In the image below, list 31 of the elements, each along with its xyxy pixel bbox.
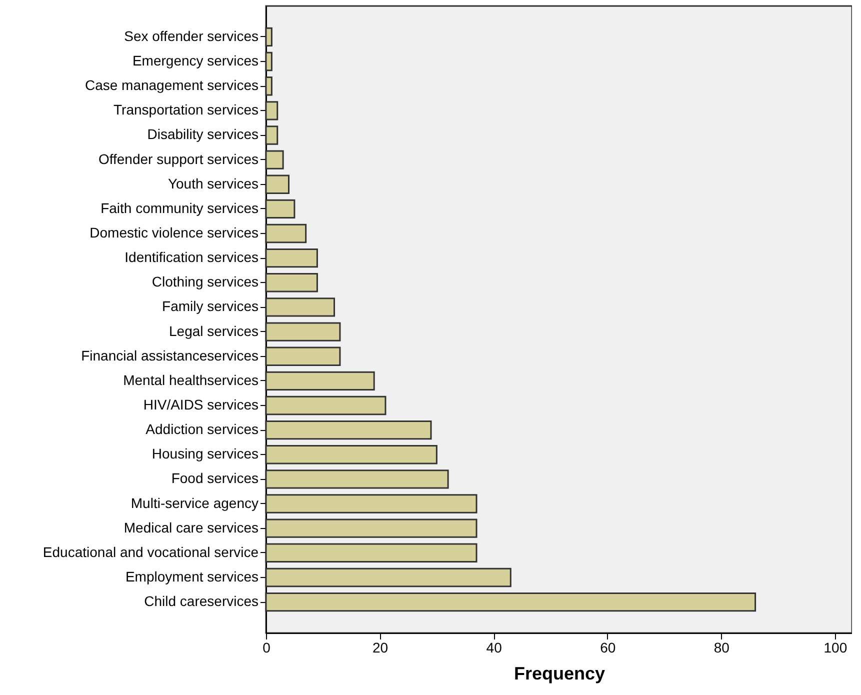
x-tick-label: 0	[262, 640, 271, 656]
y-tick-label: Disability services	[147, 126, 258, 142]
x-tick-label: 100	[824, 640, 848, 656]
x-tick-label: 40	[486, 640, 502, 656]
y-tick-label: Sex offender services	[124, 28, 258, 44]
y-tick-label: Educational and vocational service	[42, 544, 259, 560]
y-tick-label: Transportation services	[114, 102, 258, 118]
y-tick-label: Medical care services	[124, 519, 258, 536]
x-tick-label: 80	[714, 640, 730, 656]
x-tick-label: 20	[372, 640, 388, 656]
y-tick-label: Case management services	[84, 77, 258, 94]
x-tick-label: 60	[600, 640, 616, 656]
y-tick-label: Food services	[171, 470, 258, 486]
y-tick-label: Employment services	[125, 568, 258, 584]
y-tick-label: Legal services	[169, 322, 258, 339]
y-tick-label: Clothing services	[152, 274, 258, 290]
y-tick-label: Multi-service agency	[130, 494, 258, 511]
y-tick-label: Youth services	[168, 175, 258, 192]
y-tick-label: Domestic violence services	[90, 224, 258, 241]
y-tick-label: Identification services	[124, 249, 258, 266]
y-tick-label: Faith community services	[100, 200, 258, 216]
y-tick-label: Financial assistanceservices	[81, 347, 258, 364]
y-tick-label: Addiction services	[146, 421, 258, 438]
y-tick-label: Mental healthservices	[123, 372, 258, 388]
y-tick-label: HIV/AIDS services	[143, 396, 258, 412]
y-tick-label: Housing services	[152, 446, 258, 462]
y-tick-label: Child careservices	[144, 593, 258, 610]
y-tick-label: Emergency services	[132, 52, 258, 69]
x-axis-title: Frequency	[514, 664, 606, 684]
y-tick-label: Family services	[162, 298, 258, 314]
y-tick-label: Offender support services	[98, 150, 258, 167]
